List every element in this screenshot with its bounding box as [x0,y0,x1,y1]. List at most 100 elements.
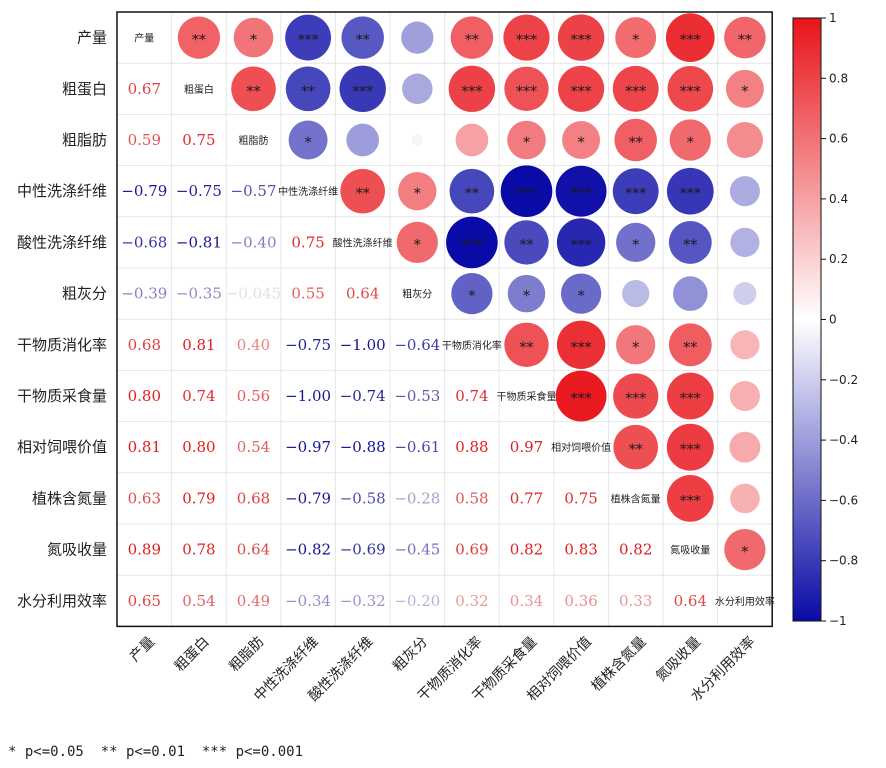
diagonal-label: 产量 [134,32,154,45]
correlation-value: 0.64 [674,592,707,610]
correlation-value: −0.57 [231,182,277,200]
correlation-circle [556,320,606,370]
correlation-circle [340,168,386,214]
row-label: 干物质消化率 [17,336,107,354]
significance-stars: *** [680,84,701,100]
significance-stars: ** [629,442,643,458]
column-label: 植株含氮量 [589,634,650,695]
correlation-circle [451,272,493,315]
significance-stars: ** [465,33,479,49]
significance-stars: ** [683,237,697,253]
correlation-value: 0.80 [182,438,215,456]
correlation-circle [612,168,659,215]
row-label: 粗灰分 [62,285,107,303]
correlation-value: 0.49 [237,592,270,610]
correlation-circle [556,218,606,267]
correlation-circle [730,330,760,360]
row-label: 粗脂肪 [62,131,107,149]
correlation-value: −0.20 [394,592,440,610]
correlation-value: −0.75 [176,182,222,200]
correlation-circle [562,121,601,159]
significance-stars: *** [571,237,592,253]
correlation-value: 0.67 [128,80,161,98]
significance-stars: *** [571,391,592,407]
diagonal-label: 酸性洗涤纤维 [333,236,393,249]
correlation-value: −0.28 [394,489,440,507]
correlation-value: 0.88 [455,438,488,456]
correlation-circle [449,168,495,214]
diagonal-label: 粗脂肪 [239,134,269,147]
correlation-circle [729,176,760,207]
significance-stars: * [741,84,748,100]
significance-stars: ** [356,186,370,202]
significance-stars: * [578,135,585,151]
row-label: 粗蛋白 [62,80,107,98]
correlation-circle [557,14,605,61]
correlation-circle [724,528,766,571]
correlation-value: 0.68 [237,489,270,507]
significance-stars: *** [625,186,646,202]
correlation-circle [672,276,708,311]
column-label: 粗蛋白 [172,634,213,675]
row-label: 水分利用效率 [17,592,107,610]
correlation-value: 0.82 [510,541,543,559]
correlation-circle [339,65,386,113]
significance-stars: *** [298,33,319,49]
correlation-circle [725,69,764,108]
significance-stars: ** [738,33,752,49]
correlation-value: 0.74 [182,387,215,405]
colorbar-tick-label: 0 [829,313,837,327]
correlation-value: 0.89 [128,541,161,559]
significance-stars: ** [683,340,697,356]
colorbar [792,17,822,622]
significance-stars: *** [680,493,701,509]
correlation-circle [729,431,761,463]
correlation-circle [730,483,760,514]
correlation-value: 0.64 [237,541,270,559]
correlation-value: −0.74 [340,387,386,405]
correlation-circle [555,370,607,422]
correlation-circle [612,65,659,112]
correlation-circle [667,66,714,112]
correlation-value: 0.56 [237,387,270,405]
correlation-circle [448,65,496,113]
diagonal-label: 粗蛋白 [184,83,214,96]
significance-stars: *** [516,33,537,49]
significance-stars: *** [680,442,701,458]
colorbar-tick-label: −1 [829,614,847,628]
correlation-value: −0.58 [340,489,386,507]
correlation-value: 0.69 [455,541,488,559]
correlation-value: 0.63 [128,489,161,507]
colorbar-tick-label: 1 [829,11,837,25]
correlation-value: −0.045 [226,285,282,303]
correlation-value: −0.82 [285,541,331,559]
correlation-circle [615,17,657,59]
correlation-value: 0.74 [455,387,488,405]
significance-stars: ** [629,135,643,151]
correlation-circle [666,423,714,471]
significance-stars: *** [571,186,592,202]
correlation-value: −0.45 [394,541,440,559]
significance-stars: *** [680,391,701,407]
correlation-value: −0.88 [340,438,386,456]
correlation-value: 0.65 [128,592,161,610]
correlation-circle [504,220,549,265]
correlation-circle [450,16,494,59]
correlation-circle [555,165,607,217]
correlation-value: 0.33 [619,592,652,610]
correlation-circle [613,424,659,470]
significance-stars: *** [625,84,646,100]
correlation-value: −0.34 [285,592,331,610]
diagonal-label: 干物质采食量 [497,390,557,403]
colorbar-tick-label: 0.2 [829,252,848,266]
significance-stars: * [632,237,639,253]
significance-legend: * p<=0.05 ** p<=0.01 *** p<=0.001 [8,744,304,760]
significance-stars: * [741,545,748,561]
correlation-circle [396,221,438,264]
colorbar-tick-label: 0.6 [829,132,848,146]
significance-stars: ** [192,33,206,49]
correlation-circle [504,66,549,111]
significance-stars: *** [461,84,482,100]
significance-stars: * [632,33,639,49]
